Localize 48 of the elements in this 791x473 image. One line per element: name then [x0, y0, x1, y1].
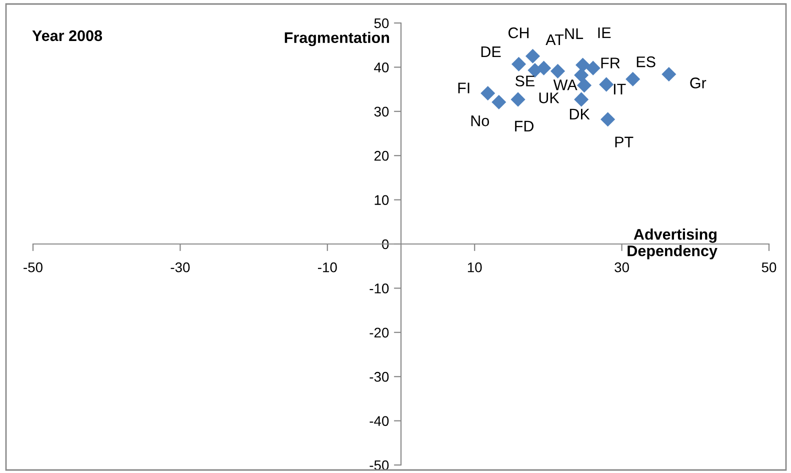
x-tick-label: 50	[762, 262, 776, 272]
y-axis-title: Fragmentation	[284, 32, 390, 46]
annotation: No	[471, 116, 490, 126]
point	[574, 92, 589, 107]
point	[511, 56, 526, 72]
y-tick-label: -20	[370, 328, 389, 338]
x-tick-label: -10	[318, 262, 337, 272]
annotation: IT	[614, 84, 626, 94]
x-tick-label: -30	[170, 262, 190, 272]
annotation: DE	[481, 46, 501, 58]
point	[480, 86, 496, 101]
annotation: WA	[553, 80, 578, 90]
x-tick-label: 10	[468, 262, 482, 272]
chart-title: Year 2008	[32, 30, 102, 42]
annotation: FR	[601, 58, 620, 68]
annotation: AT	[546, 34, 564, 46]
annotation: DK	[570, 108, 590, 120]
y-tick-label: 20	[374, 150, 389, 161]
point	[525, 48, 540, 64]
point	[576, 78, 592, 93]
x-tick-label: 30	[614, 262, 629, 272]
point	[510, 92, 526, 107]
y-tick-label: 50	[374, 18, 389, 28]
y-tick-label: 30	[374, 106, 389, 117]
point	[626, 72, 640, 86]
annotation: SE	[515, 76, 534, 86]
point	[599, 77, 614, 92]
annotation: ES	[636, 56, 656, 68]
y-tick-label: -40	[370, 416, 389, 426]
annotation: NL	[565, 28, 584, 39]
y-tick-label: 40	[374, 62, 389, 72]
annotation: UK	[539, 92, 560, 104]
y-tick-label: 10	[374, 195, 389, 205]
annotation: Gr	[690, 78, 706, 88]
y-tick-label: -10	[370, 284, 389, 294]
point	[662, 66, 676, 82]
annotation: CH	[508, 27, 529, 38]
y-tick-label: -30	[370, 372, 389, 382]
point	[600, 112, 616, 127]
annotation: FI	[458, 82, 470, 94]
point	[492, 94, 506, 110]
x-tick-label: -50	[24, 262, 42, 272]
annotation: IE	[598, 28, 611, 38]
point	[586, 60, 600, 76]
annotation: PT	[615, 136, 634, 148]
x-axis-title: Advertising Dependency	[628, 228, 718, 260]
point	[550, 64, 566, 78]
annotation: FD	[515, 120, 534, 132]
